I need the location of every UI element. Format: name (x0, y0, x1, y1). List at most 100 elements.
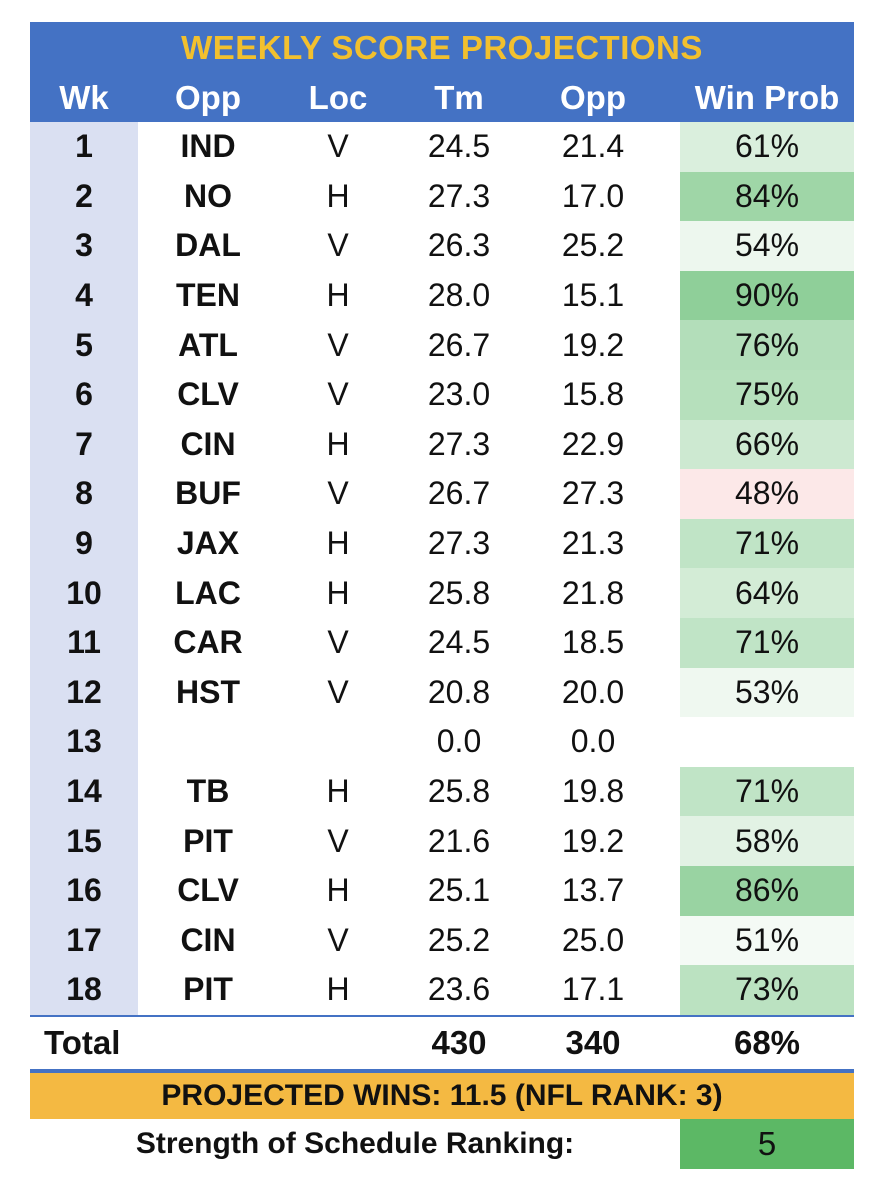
cell-tm: 25.2 (427, 921, 491, 958)
total-tm: 430 (431, 1023, 487, 1061)
cell-loc: V (327, 673, 349, 710)
table-title: WEEKLY SCORE PROJECTIONS (30, 22, 854, 74)
cell-win-prob: 84% (680, 171, 854, 222)
cell-wk: 13 (30, 717, 138, 767)
cell-tm: 21.6 (427, 822, 491, 859)
cell-opp: CAR (173, 624, 243, 661)
cell-loc: H (326, 872, 350, 909)
table-row: 5 ATL V 26.7 19.2 76% (30, 320, 854, 370)
cell-tm: 25.8 (427, 773, 491, 810)
cell-opp-score: 13.7 (561, 872, 625, 909)
cell-tm: 26.7 (427, 326, 491, 363)
cell-opp: IND (180, 128, 236, 165)
sos-value: 5 (680, 1118, 854, 1169)
table-row: 8 BUF V 26.7 27.3 48% (30, 469, 854, 519)
header-tm: Tm (434, 79, 484, 116)
cell-opp-score: 25.2 (561, 227, 625, 264)
cell-opp-score: 19.2 (561, 326, 625, 363)
cell-win-prob: 54% (680, 221, 854, 271)
table-row: 1 IND V 24.5 21.4 61% (30, 122, 854, 172)
cell-opp: DAL (175, 227, 241, 264)
cell-wk: 7 (30, 419, 138, 470)
table-row: 6 CLV V 23.0 15.8 75% (30, 369, 854, 420)
cell-tm: 23.0 (427, 376, 491, 413)
total-win-prob: 68% (733, 1023, 801, 1061)
cell-wk: 16 (30, 865, 138, 916)
cell-wk: 5 (30, 320, 138, 370)
cell-wk: 2 (30, 171, 138, 222)
table-row: 17 CIN V 25.2 25.0 51% (30, 915, 854, 966)
cell-opp-score: 27.3 (561, 475, 625, 512)
table-body: 1 IND V 24.5 21.4 61% 2 NO H 27.3 17.0 84% 3 DAL V 26.3… (30, 122, 854, 1015)
cell-wk: 9 (30, 518, 138, 569)
cell-opp-score: 25.0 (561, 921, 625, 958)
cell-win-prob: 75% (680, 369, 854, 420)
cell-wk: 10 (30, 568, 138, 618)
cell-wk: 3 (30, 221, 138, 271)
cell-opp-score: 21.8 (561, 574, 625, 611)
cell-win-prob (680, 717, 854, 767)
cell-wk: 1 (30, 122, 138, 172)
table-row: 16 CLV H 25.1 13.7 86% (30, 865, 854, 916)
cell-tm: 24.5 (427, 624, 491, 661)
cell-win-prob: 66% (680, 419, 854, 470)
cell-tm: 27.3 (427, 525, 491, 562)
cell-opp: JAX (176, 525, 240, 562)
header-row: Wk Opp Loc Tm Opp Win Prob (30, 74, 854, 122)
cell-loc: H (326, 971, 350, 1008)
cell-wk: 4 (30, 270, 138, 321)
cell-win-prob: 71% (680, 617, 854, 668)
cell-opp: CLV (177, 376, 239, 413)
cell-opp: NO (184, 177, 232, 214)
cell-tm: 20.8 (427, 673, 491, 710)
cell-loc: V (327, 475, 349, 512)
header-win-prob: Win Prob (694, 79, 840, 116)
total-row: Total 430 340 68% (30, 1014, 854, 1073)
table-row: 13 0.0 0.0 (30, 717, 854, 767)
table-row: 3 DAL V 26.3 25.2 54% (30, 221, 854, 271)
table-row: 7 CIN H 27.3 22.9 66% (30, 419, 854, 470)
cell-wk: 11 (30, 617, 138, 668)
table-row: 9 JAX H 27.3 21.3 71% (30, 518, 854, 569)
sos-row: Strength of Schedule Ranking: 5 (30, 1118, 854, 1169)
cell-loc: V (327, 227, 349, 264)
table-row: 15 PIT V 21.6 19.2 58% (30, 816, 854, 866)
header-loc: Loc (308, 79, 368, 116)
cell-wk: 6 (30, 369, 138, 420)
cell-win-prob: 51% (680, 915, 854, 966)
cell-tm: 27.3 (427, 425, 491, 462)
cell-win-prob: 48% (680, 469, 854, 519)
cell-opp-score: 15.8 (561, 376, 625, 413)
cell-win-prob: 90% (680, 270, 854, 321)
cell-win-prob: 64% (680, 568, 854, 618)
cell-opp-score: 15.1 (561, 277, 625, 314)
cell-tm: 27.3 (427, 177, 491, 214)
cell-wk: 14 (30, 766, 138, 817)
cell-opp: TB (186, 773, 230, 810)
cell-win-prob: 58% (680, 816, 854, 866)
cell-opp: BUF (175, 475, 241, 512)
cell-opp: ATL (178, 326, 238, 363)
cell-loc: V (327, 128, 349, 165)
table-row: 2 NO H 27.3 17.0 84% (30, 171, 854, 222)
cell-win-prob: 71% (680, 766, 854, 817)
cell-opp-score: 19.2 (561, 822, 625, 859)
cell-opp-score: 21.4 (561, 128, 625, 165)
cell-opp-score: 17.0 (561, 177, 625, 214)
cell-tm: 25.8 (427, 574, 491, 611)
projection-table: WEEKLY SCORE PROJECTIONS Wk Opp Loc Tm O… (30, 22, 854, 1169)
cell-tm: 23.6 (427, 971, 491, 1008)
cell-win-prob: 76% (680, 320, 854, 370)
cell-tm: 0.0 (436, 723, 482, 760)
cell-opp-score: 19.8 (561, 773, 625, 810)
table-row: 11 CAR V 24.5 18.5 71% (30, 617, 854, 668)
cell-win-prob: 86% (680, 865, 854, 916)
table-row: 12 HST V 20.8 20.0 53% (30, 667, 854, 718)
header-wk: Wk (59, 79, 109, 116)
cell-opp: LAC (175, 574, 241, 611)
total-loc-empty (278, 1017, 398, 1069)
cell-opp: CIN (180, 921, 236, 958)
sos-label: Strength of Schedule Ranking: (135, 1126, 575, 1160)
table-row: 18 PIT H 23.6 17.1 73% (30, 965, 854, 1015)
total-opp-score: 340 (565, 1023, 621, 1061)
